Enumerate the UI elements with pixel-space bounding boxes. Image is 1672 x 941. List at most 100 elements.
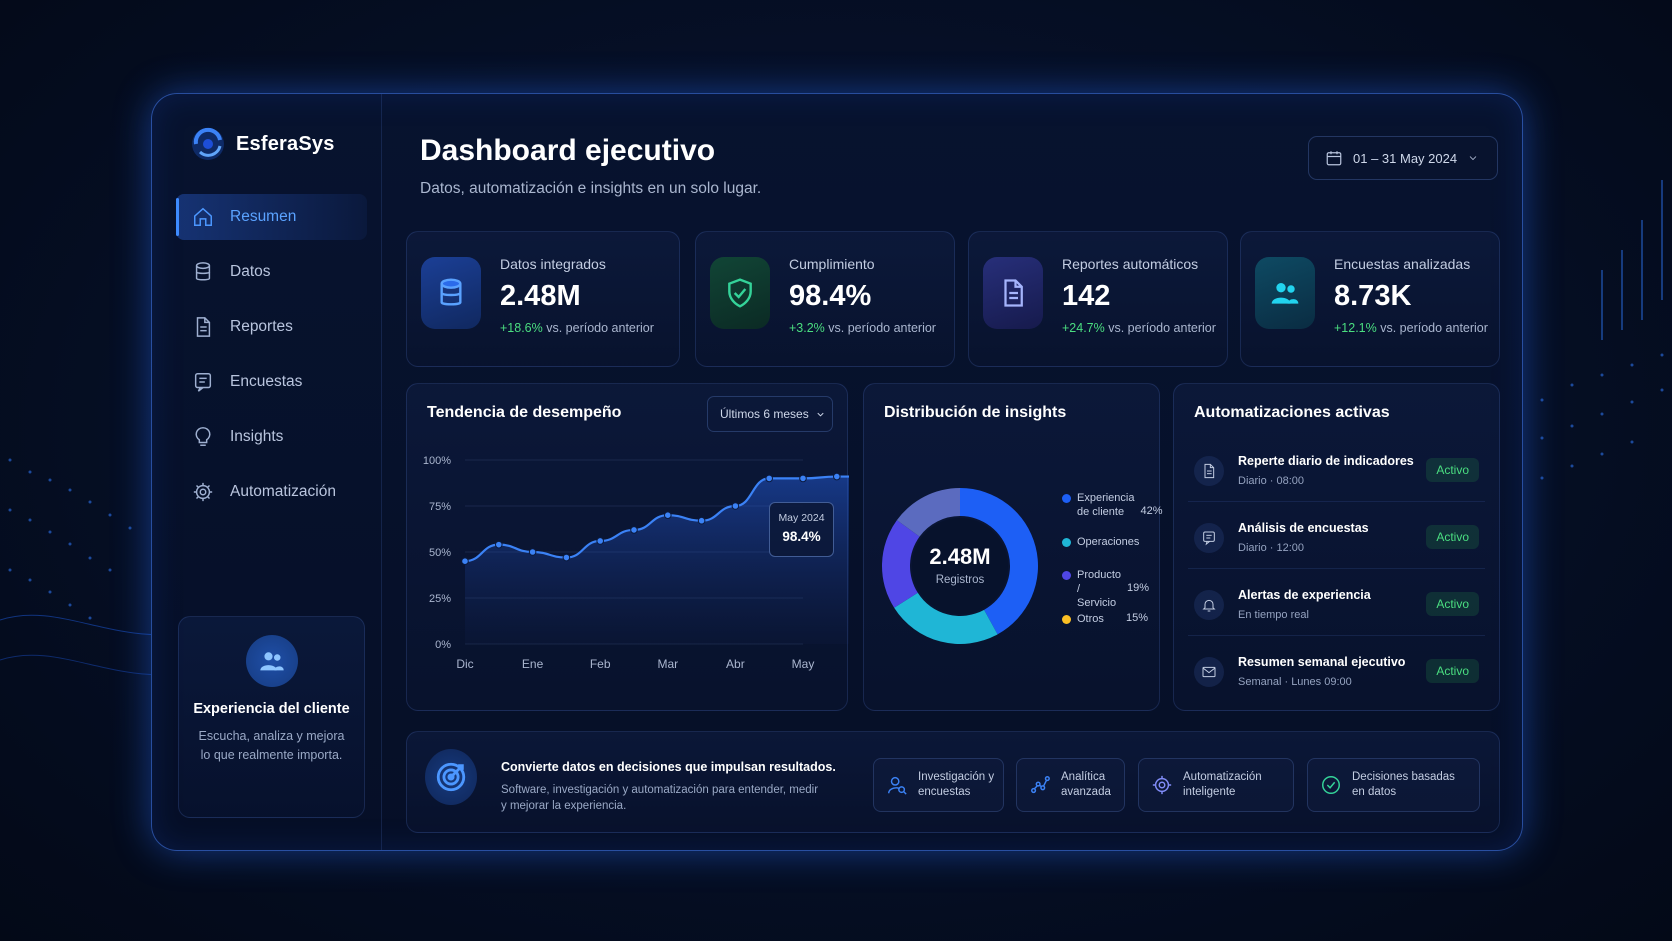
promo-description: Escucha, analiza y mejora lo que realmen… [198, 729, 345, 762]
kpi-value: 8.73K [1334, 280, 1412, 312]
legend-item: Otros 15% [1062, 612, 1148, 626]
chevron-down-icon [1469, 156, 1477, 161]
data-point [630, 526, 638, 534]
automation-item[interactable]: Reperte diario de indicadores Diario · 0… [1188, 442, 1485, 502]
y-tick-label: 50% [429, 547, 451, 559]
sidebar-item-automatizacion[interactable]: Automatización [176, 469, 367, 515]
data-point [664, 511, 672, 519]
automation-item[interactable]: Alertas de experiencia En tiempo real Ac… [1188, 576, 1485, 636]
kpi-value: 2.48M [500, 280, 581, 312]
brand-name: EsferaSys [236, 132, 335, 155]
kpi-card-encuestas[interactable]: Encuestas analizadas 8.73K +12.1% vs. pe… [1240, 231, 1500, 367]
dashboard-window: EsferaSys Resumen Datos Reportes Encuest… [151, 93, 1523, 851]
database-icon [195, 262, 211, 281]
sidebar-item-encuestas[interactable]: Encuestas [176, 359, 367, 405]
check-circle-icon [1322, 776, 1340, 794]
donut-center-label: Registros [935, 574, 985, 586]
donut-slice [894, 592, 998, 644]
feature-pill-investigacion[interactable]: Investigación y encuestas [873, 758, 1004, 812]
legend-item: Experiencia de cliente 42% [1062, 491, 1163, 519]
status-badge: Activo [1426, 525, 1479, 549]
analytics-icon [1031, 776, 1050, 794]
legend-label: Operaciones [1077, 536, 1140, 548]
sidebar-item-label: Automatización [230, 483, 336, 500]
feature-pill-automatizacion[interactable]: Automatización inteligente [1138, 758, 1294, 812]
gear-icon [193, 482, 213, 502]
x-tick-label: Dic [456, 657, 473, 671]
y-tick-label: 0% [435, 639, 451, 651]
sidebar-item-label: Datos [230, 263, 271, 280]
x-tick-label: Mar [657, 657, 678, 671]
donut-slice [960, 488, 1038, 635]
kpi-delta-value: +3.2% [789, 321, 825, 335]
automation-item[interactable]: Resumen semanal ejecutivo Semanal · Lune… [1188, 643, 1485, 703]
chevron-down-icon [817, 412, 824, 417]
kpi-delta-text: vs. período anterior [1104, 321, 1216, 335]
kpi-card-reportes[interactable]: Reportes automáticos 142 +24.7% vs. perí… [968, 231, 1228, 367]
kpi-delta-text: vs. período anterior [824, 321, 936, 335]
brand-logo-icon [192, 127, 224, 160]
automation-item[interactable]: Análisis de encuestas Diario · 12:00 Act… [1188, 509, 1485, 569]
calendar-icon [1326, 151, 1342, 166]
value-proposition-description: Software, investigación y automatización… [501, 784, 819, 812]
date-range-picker[interactable]: 01 – 31 May 2024 [1308, 136, 1498, 180]
search-user-icon [888, 776, 907, 795]
range-select-label: Últimos 6 meses [720, 407, 809, 421]
automation-name: Resumen semanal ejecutivo [1238, 655, 1406, 669]
automation-name: Alertas de experiencia [1238, 588, 1371, 602]
brand[interactable]: EsferaSys [190, 126, 335, 162]
page-subtitle: Datos, automatización e insights en un s… [420, 180, 762, 197]
data-point [833, 472, 841, 481]
gear-icon [1152, 775, 1172, 795]
donut-hole [912, 518, 1008, 614]
data-point [765, 474, 774, 483]
sidebar-item-resumen[interactable]: Resumen [176, 194, 367, 240]
donut-slice [896, 488, 960, 537]
customer-experience-card: Experiencia del cliente Escucha, analiza… [178, 616, 365, 818]
feature-pill-decisiones[interactable]: Decisiones basadas en datos [1307, 758, 1480, 812]
status-badge: Activo [1426, 458, 1479, 482]
automation-schedule: Semanal · Lunes 09:00 [1238, 676, 1352, 688]
kpi-delta-value: +24.7% [1062, 321, 1105, 335]
date-range-label: 01 – 31 May 2024 [1353, 150, 1458, 166]
automations-title: Automatizaciones activas [1194, 404, 1390, 421]
range-select[interactable]: Últimos 6 meses [707, 396, 833, 432]
status-badge: Activo [1426, 592, 1479, 616]
lightbulb-icon [195, 427, 211, 446]
sidebar-item-label: Resumen [230, 208, 297, 225]
feature-pill-analitica[interactable]: Analítica avanzada [1016, 758, 1125, 812]
data-point [528, 548, 537, 556]
status-badge: Activo [1426, 659, 1479, 683]
users-icon [1255, 257, 1315, 329]
kpi-delta: +18.6% vs. período anterior [500, 321, 654, 335]
data-point [731, 502, 740, 510]
sidebar-item-reportes[interactable]: Reportes [176, 304, 367, 350]
kpi-delta: +3.2% vs. período anterior [789, 321, 936, 335]
feature-pill-label: Decisiones basadas en datos [1352, 771, 1455, 798]
kpi-label: Encuestas analizadas [1334, 256, 1471, 272]
chart-tooltip: May 2024 98.4% [769, 502, 834, 557]
sidebar-item-datos[interactable]: Datos [176, 249, 367, 295]
automation-name: Reperte diario de indicadores [1238, 454, 1414, 468]
legend-pct: 19% [1127, 582, 1150, 594]
legend-label: Producto / Servicio [1077, 569, 1122, 609]
kpi-label: Reportes automáticos [1062, 256, 1199, 272]
insights-donut-chart [882, 488, 1038, 644]
legend-label: Experiencia de cliente [1077, 492, 1135, 518]
tooltip-value: 98.4% [782, 529, 821, 544]
kpi-label: Cumplimiento [789, 256, 875, 272]
kpi-card-cumplimiento[interactable]: Cumplimiento 98.4% +3.2% vs. período ant… [695, 231, 955, 367]
x-tick-label: May [792, 657, 815, 671]
document-icon [196, 317, 211, 337]
y-tick-label: 75% [429, 501, 451, 513]
x-tick-label: Abr [726, 657, 745, 671]
promo-title: Experiencia del cliente [193, 701, 350, 717]
document-icon [983, 257, 1043, 329]
automation-schedule: En tiempo real [1238, 609, 1309, 621]
sidebar-item-label: Reportes [230, 318, 293, 335]
sidebar-item-insights[interactable]: Insights [176, 414, 367, 460]
kpi-delta: +24.7% vs. período anterior [1062, 321, 1216, 335]
kpi-card-datos-integrados[interactable]: Datos integrados 2.48M +18.6% vs. períod… [406, 231, 680, 367]
data-point [495, 540, 503, 549]
automation-schedule: Diario · 12:00 [1238, 542, 1305, 554]
